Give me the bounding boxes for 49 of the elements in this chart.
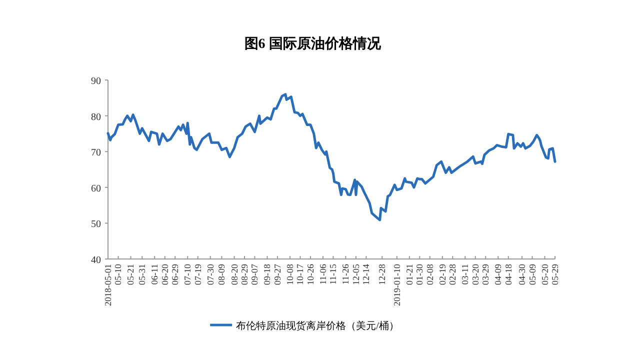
x-tick-label: 03-29: [480, 264, 491, 285]
x-tick-label: 11-26: [340, 264, 351, 285]
x-tick-label: 10-26: [305, 264, 316, 285]
legend-label: 布伦特原油现货离岸价格（美元/桶）: [236, 320, 399, 332]
chart-title: 图6 国际原油价格情况: [244, 36, 382, 52]
x-tick-label: 09-07: [250, 264, 260, 285]
x-tick-label: 05-29: [550, 264, 560, 285]
x-tick-label: 03-20: [470, 264, 480, 285]
x-tick-label: 01-21: [404, 264, 414, 285]
x-tick-label: 10-08: [284, 264, 295, 285]
x-tick-label: 2018-05-01: [103, 264, 113, 306]
legend: 布伦特原油现货离岸价格（美元/桶）: [210, 321, 399, 332]
x-tick-label: 12-14: [361, 264, 372, 285]
x-tick-label: 2019-01-10: [392, 264, 402, 306]
x-tick-label: 07-30: [205, 264, 216, 285]
x-tick-label: 09-27: [272, 264, 282, 285]
x-tick-label: 02-28: [448, 264, 458, 285]
x-tick-label: 08-29: [239, 264, 250, 285]
y-tick-label: 80: [91, 112, 101, 123]
x-tick-label: 04-09: [493, 264, 504, 285]
y-tick-label: 90: [91, 76, 101, 87]
x-tick-label: 06-20: [160, 264, 170, 285]
x-tick-label: 09-18: [262, 264, 272, 285]
y-tick-label: 70: [91, 148, 101, 159]
x-tick-label: 04-30: [517, 264, 528, 285]
x-tick-label: 06-29: [170, 264, 180, 285]
x-tick-label: 02-19: [437, 264, 448, 285]
x-tick-label: 07-19: [192, 264, 203, 285]
x-tick-label: 02-08: [424, 264, 435, 285]
y-tick-label: 40: [91, 255, 101, 266]
x-tick-label: 08-09: [216, 264, 227, 285]
x-tick-label: 06-11: [150, 264, 160, 285]
x-tick-label: 05-10: [113, 264, 124, 285]
x-tick-label: 12-05: [350, 264, 361, 285]
x-tick-label: 05-21: [126, 264, 136, 285]
x-tick-label: 03-11: [460, 264, 470, 285]
x-tick-label: 08-20: [229, 264, 240, 285]
x-tick-label: 10-17: [295, 264, 306, 285]
y-tick-label: 60: [91, 183, 101, 194]
x-tick-label: 05-09: [527, 264, 538, 285]
y-tick-label: 50: [91, 219, 101, 230]
x-tick-label: 01-30: [414, 264, 425, 285]
x-tick-label: 11-06: [318, 264, 328, 285]
x-tick-label: 07-10: [182, 264, 193, 285]
x-tick-label: 11-15: [328, 264, 338, 285]
x-tick-label: 12-28: [377, 264, 388, 285]
x-tick-label: 05-20: [540, 264, 550, 285]
x-tick-label: 05-31: [137, 264, 148, 285]
x-tick-label: 04-18: [503, 264, 514, 285]
